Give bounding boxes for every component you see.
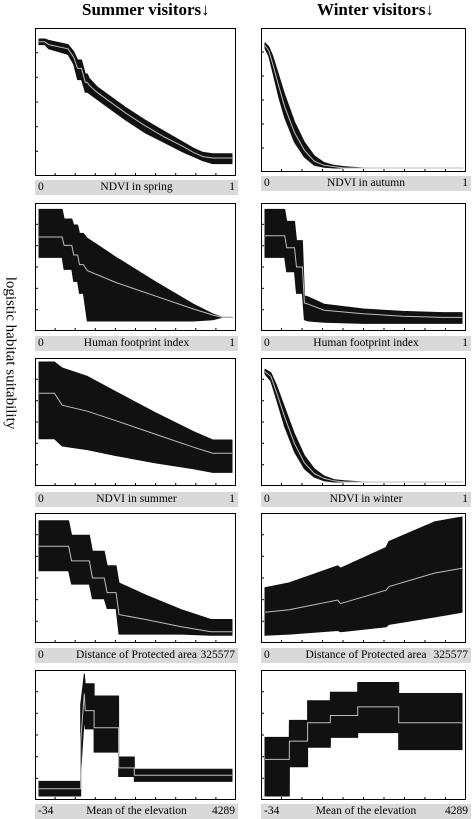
response-curve-panel	[261, 513, 466, 643]
confidence-band	[264, 516, 463, 636]
confidence-band	[264, 368, 463, 483]
x-axis-label: Mean of the elevation	[315, 805, 417, 817]
x-axis-label: Human footprint index	[83, 337, 190, 349]
mean-response-line	[264, 371, 462, 483]
response-curve-panel	[261, 203, 466, 331]
x-max-label: 325577	[433, 649, 469, 661]
response-curve-panel	[35, 358, 236, 486]
confidence-band	[264, 682, 463, 797]
x-axis-bar: 0 NDVI in autumn 1	[261, 176, 471, 191]
response-curve-plot	[35, 670, 236, 800]
mean-response-line	[264, 45, 462, 169]
response-curve-panel	[35, 28, 236, 176]
x-axis-label: Human footprint index	[313, 337, 419, 349]
plot-frame	[261, 358, 466, 486]
response-curve-panel	[261, 358, 466, 486]
winter-column-title: Winter visitors↓	[317, 0, 434, 19]
x-axis-bar: 0 NDVI in winter 1	[261, 492, 471, 507]
x-axis-label: NDVI in winter	[329, 493, 403, 505]
mean-response-line	[39, 392, 232, 454]
confidence-band	[38, 361, 233, 473]
y-axis-label-text: logistic habitat suitability	[2, 276, 19, 430]
x-max-label: 1	[462, 177, 468, 189]
mean-response-line	[265, 235, 462, 318]
x-axis-label: Distance of Protected area	[305, 649, 427, 661]
mean-response-line	[39, 236, 232, 318]
x-axis-bar: 0 Distance of Protected area 325577	[35, 648, 238, 663]
plot-frame	[261, 28, 466, 172]
response-curve-panel	[35, 203, 236, 331]
response-curve-plot	[261, 513, 466, 643]
x-min-label: 0	[264, 337, 270, 349]
x-min-label: 0	[38, 493, 44, 505]
x-axis-bar: 0 NDVI in summer 1	[35, 492, 238, 507]
confidence-band	[38, 38, 233, 165]
x-axis-label: Mean of the elevation	[86, 805, 187, 817]
x-min-label: 0	[264, 177, 270, 189]
x-max-label: 1	[229, 181, 235, 193]
x-min-label: 0	[38, 649, 44, 661]
x-max-label: 4289	[212, 805, 235, 817]
response-curve-plot	[261, 358, 466, 486]
y-axis-label: logistic habitat suitability	[0, 268, 20, 438]
x-min-label: -34	[38, 805, 54, 817]
response-curve-plot	[35, 513, 236, 643]
confidence-band	[38, 520, 233, 636]
x-min-label: -34	[264, 805, 280, 817]
x-axis-bar: 0 NDVI in spring 1	[35, 180, 238, 195]
summer-column-title: Summer visitors↓	[82, 0, 210, 19]
x-axis-label: NDVI in summer	[96, 493, 177, 505]
confidence-band	[38, 208, 233, 322]
confidence-band	[264, 208, 463, 324]
mean-response-line	[265, 706, 462, 760]
mean-response-line	[39, 545, 232, 633]
confidence-band	[38, 673, 233, 797]
response-curve-panel	[35, 670, 236, 800]
x-axis-bar: 0 Human footprint index 1	[35, 336, 238, 351]
x-axis-bar: 0 Distance of Protected area 325577	[261, 648, 471, 663]
x-axis-bar: -34 Mean of the elevation 4289	[35, 804, 238, 819]
x-min-label: 0	[38, 181, 44, 193]
response-curve-plot	[261, 203, 466, 331]
response-curve-panel	[35, 513, 236, 643]
x-max-label: 4289	[445, 805, 468, 817]
x-axis-bar: 0 Human footprint index 1	[261, 336, 471, 351]
x-max-label: 325577	[200, 649, 236, 661]
x-max-label: 1	[229, 493, 235, 505]
x-max-label: 1	[229, 337, 235, 349]
x-min-label: 0	[264, 493, 270, 505]
x-max-label: 1	[462, 493, 468, 505]
x-min-label: 0	[38, 337, 44, 349]
response-curve-panel	[261, 28, 466, 172]
mean-response-line	[39, 693, 232, 790]
confidence-band	[264, 42, 463, 169]
x-max-label: 1	[462, 337, 468, 349]
x-axis-bar: -34 Mean of the elevation 4289	[261, 804, 471, 819]
x-min-label: 0	[264, 649, 270, 661]
x-axis-label: NDVI in autumn	[327, 177, 405, 189]
mean-response-line	[39, 41, 232, 159]
response-curve-plot	[35, 358, 236, 486]
x-axis-label: NDVI in spring	[100, 181, 173, 193]
response-curve-plot	[35, 203, 236, 331]
response-curve-plot	[261, 28, 466, 172]
mean-response-line	[264, 567, 463, 613]
response-curve-plot	[261, 670, 466, 800]
response-curve-plot	[35, 28, 236, 176]
response-curve-panel	[261, 670, 466, 800]
x-axis-label: Distance of Protected area	[75, 649, 198, 661]
